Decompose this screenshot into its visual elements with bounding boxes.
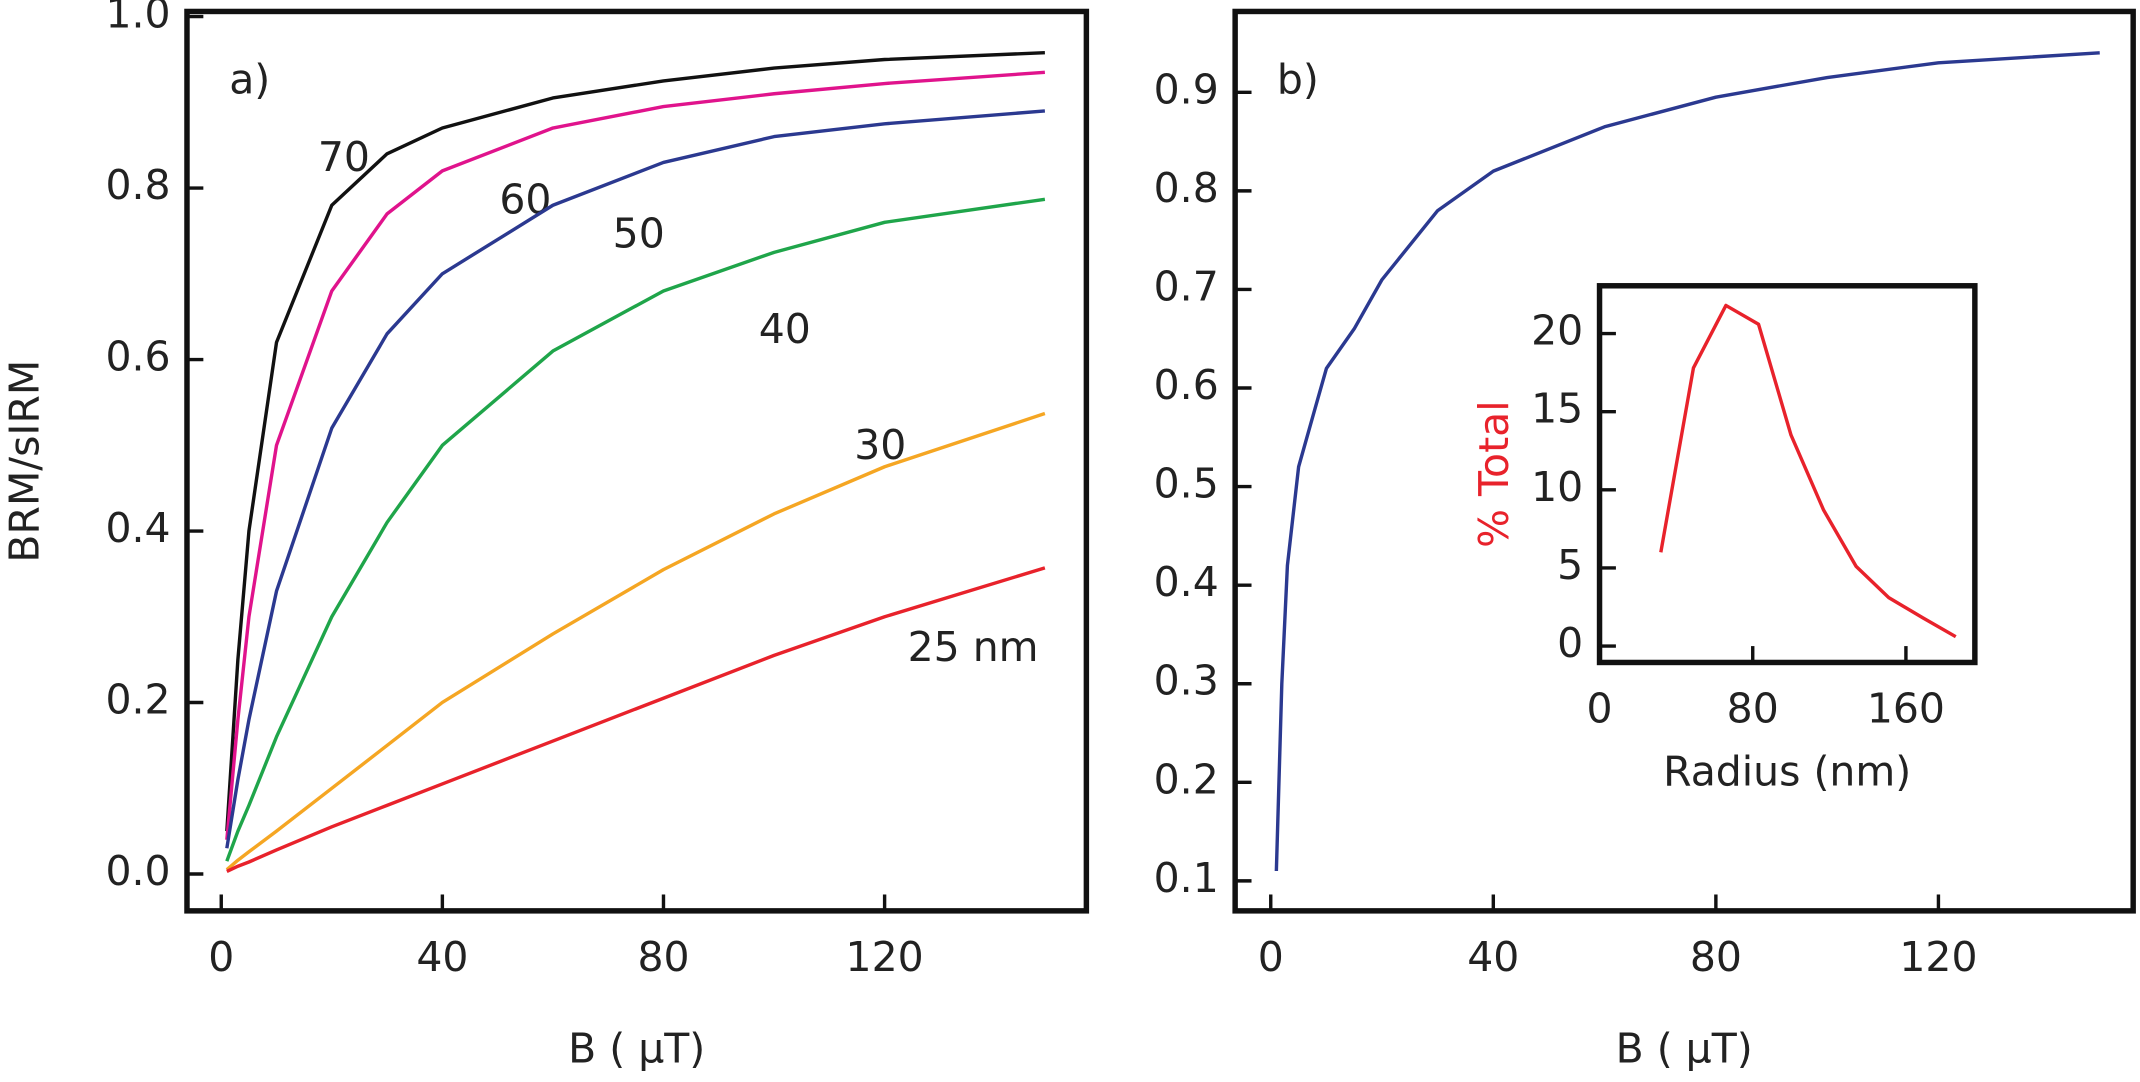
y-tick-label: 0.2 — [1154, 755, 1219, 803]
series-label: 60 — [499, 176, 551, 224]
y-tick-label: 5 — [1557, 541, 1583, 589]
x-tick-label: 0 — [1587, 685, 1613, 733]
x-tick-label: 160 — [1867, 685, 1945, 733]
data-line — [1274, 51, 2100, 872]
x-tick-label: 80 — [1690, 933, 1742, 981]
y-tick-label: 0.7 — [1154, 262, 1219, 310]
x-tick-label: 80 — [1727, 685, 1779, 733]
y-tick-label: 0.4 — [1154, 558, 1219, 606]
x-tick-label: 40 — [1467, 933, 1519, 981]
x-tick-label: 120 — [1899, 933, 1977, 981]
series-label: 50 — [613, 210, 665, 258]
data-line — [225, 70, 1046, 840]
y-tick-label: 0.8 — [1154, 164, 1219, 212]
y-tick-label: 0.3 — [1154, 657, 1219, 705]
data-line — [1659, 303, 1957, 639]
y-axis-label: % Total — [1470, 400, 1518, 548]
y-axis-label: BRM/sIRM — [0, 360, 48, 563]
y-tick-label: 20 — [1531, 307, 1583, 355]
y-tick-label: 1.0 — [105, 0, 170, 38]
series-label: 70 — [318, 133, 370, 181]
x-axis-label: Radius (nm) — [1663, 747, 1911, 795]
y-tick-label: 0.8 — [105, 161, 170, 209]
y-tick-label: 15 — [1531, 385, 1583, 433]
x-axis-label: B ( μT) — [1616, 1024, 1753, 1072]
panel-label: a) — [229, 55, 270, 103]
y-tick-label: 0.0 — [105, 847, 170, 895]
plot-frame — [184, 8, 1090, 914]
series-label: 40 — [759, 305, 811, 353]
y-tick-label: 0.5 — [1154, 460, 1219, 508]
y-tick-label: 0.1 — [1154, 854, 1219, 902]
series-label: 30 — [854, 421, 906, 469]
y-tick-label: 0.6 — [105, 333, 170, 381]
y-tick-label: 10 — [1531, 463, 1583, 511]
data-line — [225, 50, 1045, 832]
x-tick-label: 80 — [637, 933, 689, 981]
y-tick-label: 0.9 — [1154, 65, 1219, 113]
plot-frame — [1232, 8, 2136, 914]
y-tick-label: 0.6 — [1154, 361, 1219, 409]
y-tick-label: 0.4 — [105, 504, 170, 552]
series-label: 25 nm — [908, 623, 1039, 671]
x-tick-label: 120 — [846, 933, 924, 981]
panel-label: b) — [1277, 55, 1319, 103]
x-tick-label: 0 — [208, 933, 234, 981]
x-tick-label: 0 — [1258, 933, 1284, 981]
plot-frame — [1596, 283, 1978, 666]
x-tick-label: 40 — [416, 933, 468, 981]
data-line — [225, 197, 1046, 862]
y-tick-label: 0 — [1557, 619, 1583, 667]
data-line — [225, 109, 1046, 849]
data-line — [225, 411, 1046, 871]
y-tick-label: 0.2 — [105, 676, 170, 724]
x-axis-label: B ( μT) — [568, 1024, 705, 1072]
data-line — [226, 566, 1046, 873]
